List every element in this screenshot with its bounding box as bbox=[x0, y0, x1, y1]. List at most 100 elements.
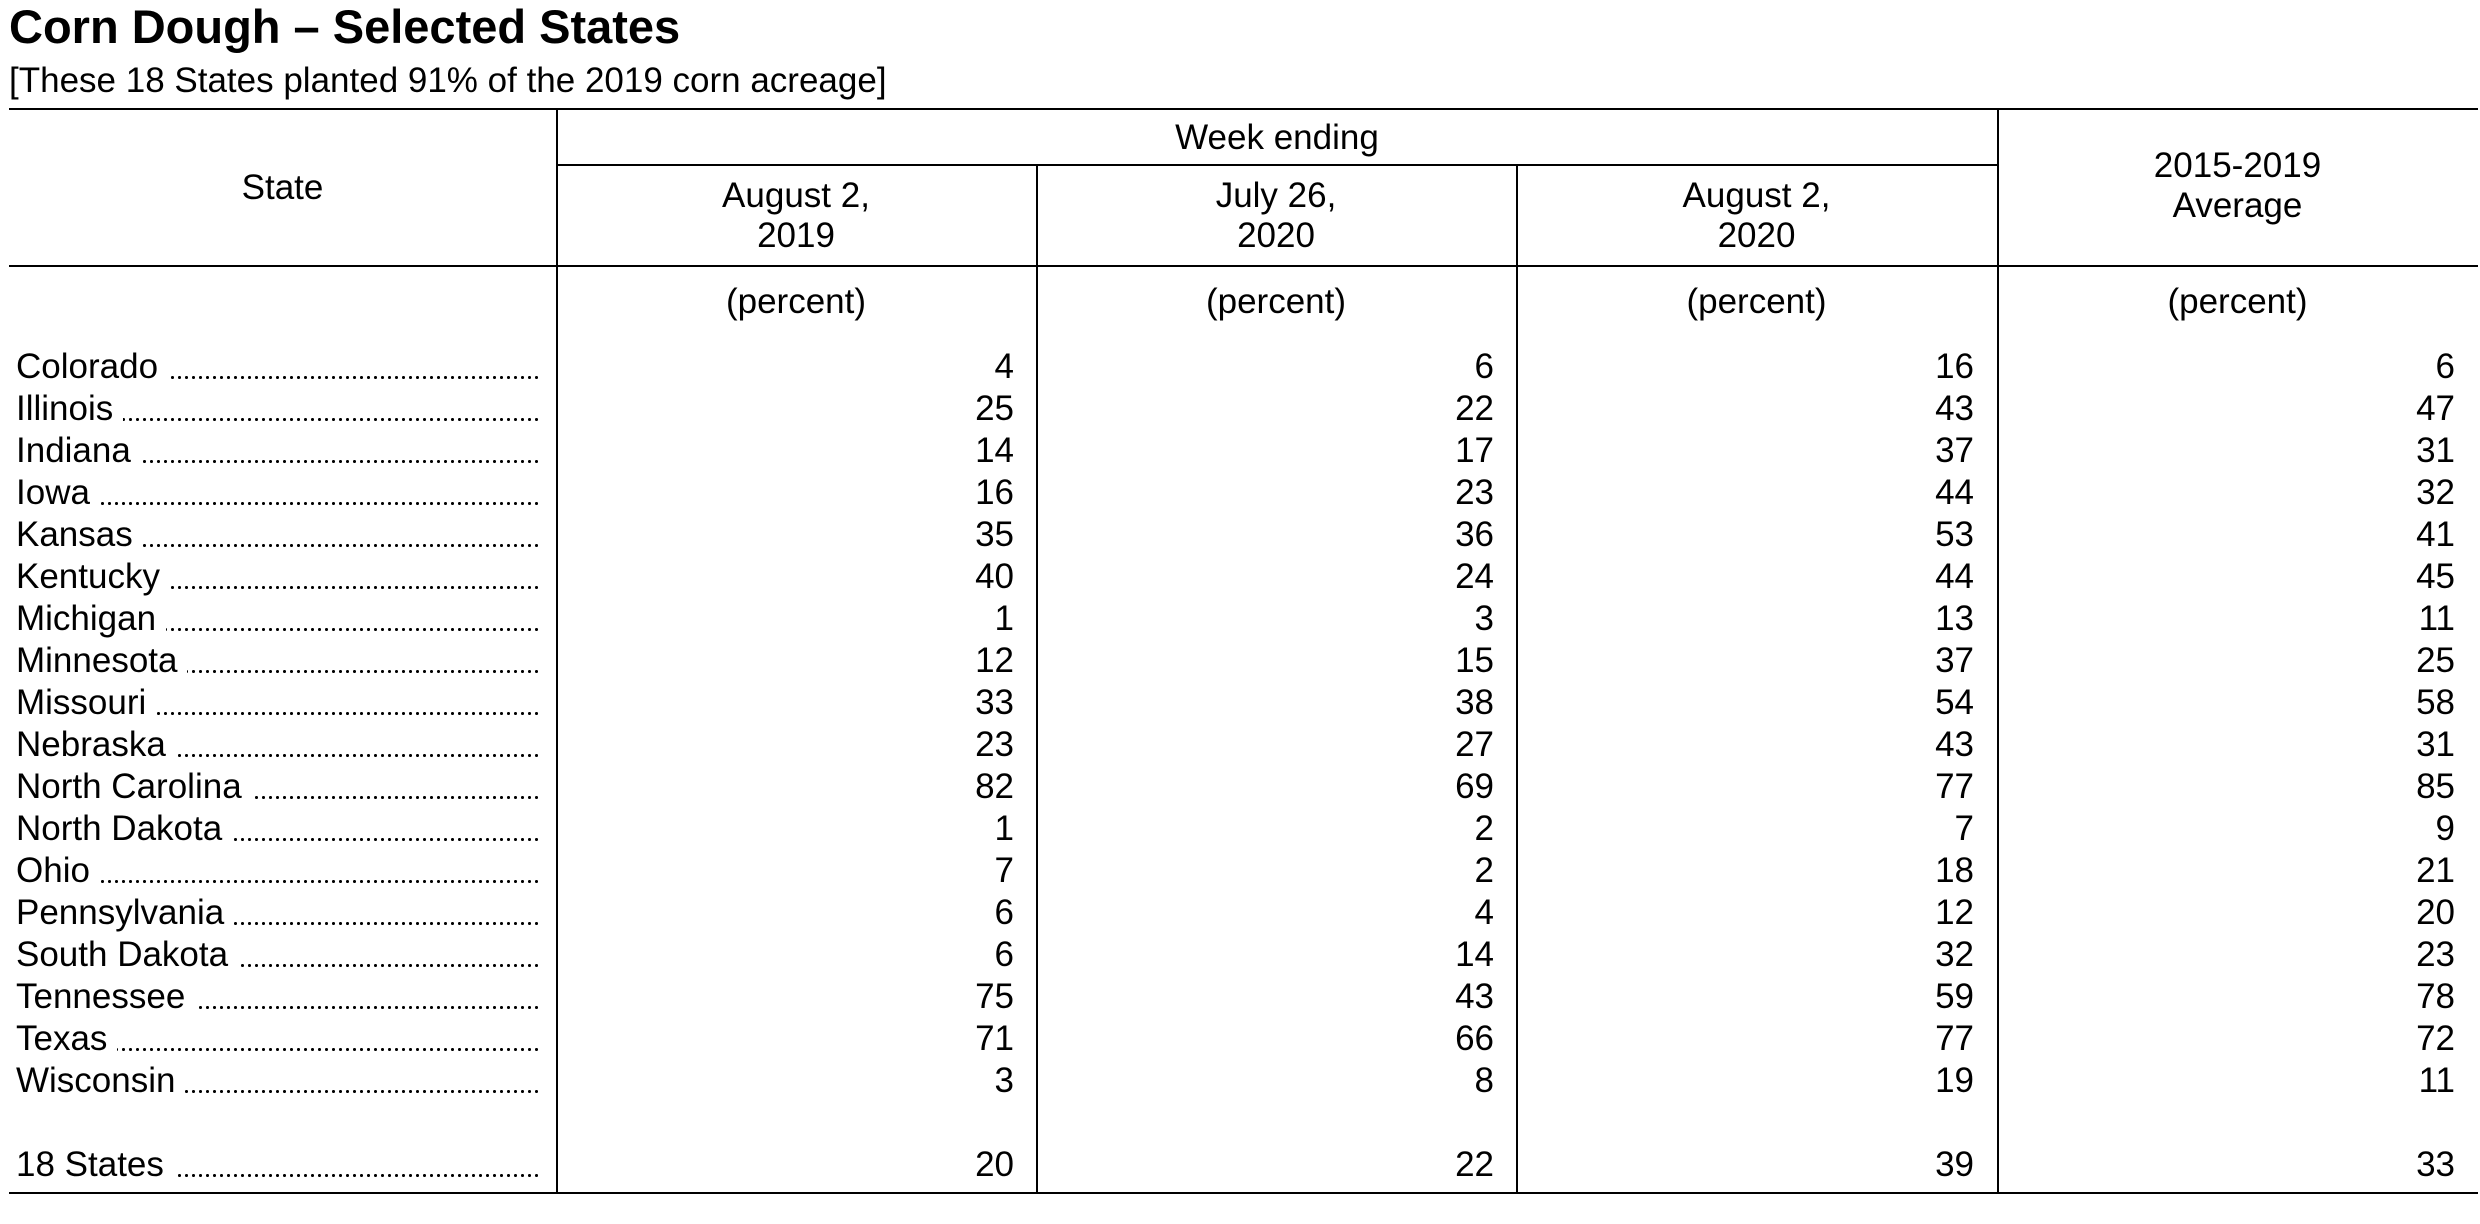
value-cell: 1 bbox=[994, 599, 1014, 638]
value-cell: 53 bbox=[1935, 515, 1974, 554]
state-name: Kansas bbox=[16, 515, 143, 554]
value-cell: 20 bbox=[975, 1145, 1014, 1184]
state-name: Kentucky bbox=[16, 557, 170, 596]
value-cell: 16 bbox=[1935, 347, 1974, 386]
state-cell: Illinois bbox=[16, 388, 540, 430]
value-cell: 33 bbox=[2416, 1145, 2455, 1184]
dot-leader bbox=[16, 796, 540, 799]
value-cell: 43 bbox=[1935, 389, 1974, 428]
dot-leader bbox=[16, 418, 540, 421]
column-header-line1: 2015-2019 bbox=[2153, 146, 2322, 185]
state-cell: Indiana bbox=[16, 430, 540, 472]
column-divider bbox=[556, 108, 558, 1193]
state-name: Pennsylvania bbox=[16, 893, 235, 932]
dot-leader bbox=[16, 964, 540, 967]
value-cell: 2 bbox=[1474, 851, 1494, 890]
value-cell: 77 bbox=[1935, 1019, 1974, 1058]
column-header: August 2, 2019 bbox=[556, 176, 1036, 256]
value-cell: 24 bbox=[1455, 557, 1494, 596]
column-divider bbox=[1516, 164, 1518, 1193]
state-cell: Wisconsin bbox=[16, 1060, 540, 1102]
value-cell: 43 bbox=[1935, 725, 1974, 764]
value-cell: 33 bbox=[975, 683, 1014, 722]
state-name: Texas bbox=[16, 1019, 118, 1058]
value-cell: 13 bbox=[1935, 599, 1974, 638]
value-cell: 7 bbox=[994, 851, 1014, 890]
value-cell: 72 bbox=[2416, 1019, 2455, 1058]
value-cell: 9 bbox=[2435, 809, 2455, 848]
dot-leader bbox=[16, 754, 540, 757]
column-header-line1: August 2, bbox=[1682, 176, 1831, 215]
state-cell: Iowa bbox=[16, 472, 540, 514]
value-cell: 85 bbox=[2416, 767, 2455, 806]
value-cell: 16 bbox=[975, 473, 1014, 512]
value-cell: 32 bbox=[1935, 935, 1974, 974]
dot-leader bbox=[16, 1174, 540, 1177]
column-header-line1: August 2, bbox=[722, 176, 870, 215]
state-name: Wisconsin bbox=[16, 1061, 186, 1100]
value-cell: 19 bbox=[1935, 1061, 1974, 1100]
value-cell: 37 bbox=[1935, 431, 1974, 470]
dot-leader bbox=[16, 1006, 540, 1009]
state-name: Colorado bbox=[16, 347, 169, 386]
state-cell: South Dakota bbox=[16, 934, 540, 976]
value-cell: 6 bbox=[994, 935, 1014, 974]
unit-label: (percent) bbox=[725, 282, 867, 321]
value-cell: 6 bbox=[1474, 347, 1494, 386]
value-cell: 4 bbox=[994, 347, 1014, 386]
column-divider bbox=[1997, 108, 1999, 1193]
value-cell: 31 bbox=[2416, 725, 2455, 764]
value-cell: 12 bbox=[975, 641, 1014, 680]
value-cell: 25 bbox=[2416, 641, 2455, 680]
column-header-line2: 2020 bbox=[1717, 216, 1796, 255]
state-cell: North Carolina bbox=[16, 766, 540, 808]
state-cell: Minnesota bbox=[16, 640, 540, 682]
value-cell: 75 bbox=[975, 977, 1014, 1016]
state-name: North Dakota bbox=[16, 809, 233, 848]
week-ending-rule bbox=[556, 164, 1998, 166]
value-cell: 20 bbox=[2416, 893, 2455, 932]
value-cell: 44 bbox=[1935, 557, 1974, 596]
value-cell: 58 bbox=[2416, 683, 2455, 722]
value-cell: 37 bbox=[1935, 641, 1974, 680]
value-cell: 47 bbox=[2416, 389, 2455, 428]
value-cell: 71 bbox=[975, 1019, 1014, 1058]
value-cell: 17 bbox=[1455, 431, 1494, 470]
unit-label: (percent) bbox=[2167, 282, 2308, 321]
state-cell: Michigan bbox=[16, 598, 540, 640]
state-cell: Kentucky bbox=[16, 556, 540, 598]
value-cell: 22 bbox=[1455, 1145, 1494, 1184]
dot-leader bbox=[16, 586, 540, 589]
value-cell: 27 bbox=[1455, 725, 1494, 764]
value-cell: 66 bbox=[1455, 1019, 1494, 1058]
state-cell: North Dakota bbox=[16, 808, 540, 850]
state-name: Missouri bbox=[16, 683, 157, 722]
value-cell: 22 bbox=[1455, 389, 1494, 428]
value-cell: 1 bbox=[994, 809, 1014, 848]
value-cell: 31 bbox=[2416, 431, 2455, 470]
value-cell: 36 bbox=[1455, 515, 1494, 554]
state-name: Tennessee bbox=[16, 977, 196, 1016]
state-cell: Tennessee bbox=[16, 976, 540, 1018]
header-bottom-rule bbox=[9, 265, 2478, 267]
value-cell: 25 bbox=[975, 389, 1014, 428]
value-cell: 7 bbox=[1954, 809, 1974, 848]
column-header-line2: 2020 bbox=[1237, 216, 1315, 255]
state-cell: Colorado bbox=[16, 346, 540, 388]
column-divider bbox=[1036, 164, 1038, 1193]
value-cell: 35 bbox=[975, 515, 1014, 554]
state-cell: Pennsylvania bbox=[16, 892, 540, 934]
dot-leader bbox=[16, 922, 540, 925]
dot-leader bbox=[16, 502, 540, 505]
column-header-line2: Average bbox=[2172, 186, 2303, 225]
value-cell: 23 bbox=[2416, 935, 2455, 974]
value-cell: 40 bbox=[975, 557, 1014, 596]
value-cell: 77 bbox=[1935, 767, 1974, 806]
state-cell: 18 States bbox=[16, 1144, 540, 1186]
dot-leader bbox=[16, 880, 540, 883]
dot-leader bbox=[16, 712, 540, 715]
value-cell: 3 bbox=[1474, 599, 1494, 638]
value-cell: 21 bbox=[2416, 851, 2455, 890]
dot-leader bbox=[16, 670, 540, 673]
week-ending-header: Week ending bbox=[1175, 118, 1379, 157]
